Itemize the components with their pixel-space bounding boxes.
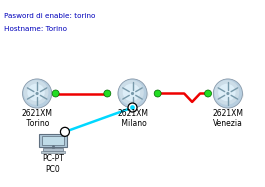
Ellipse shape: [24, 88, 53, 102]
Circle shape: [128, 103, 137, 112]
Circle shape: [205, 90, 211, 97]
Circle shape: [131, 92, 134, 95]
Text: PC-PT
PC0: PC-PT PC0: [42, 154, 64, 174]
Ellipse shape: [24, 80, 48, 105]
Ellipse shape: [215, 88, 244, 102]
Circle shape: [104, 90, 111, 97]
Circle shape: [130, 105, 135, 110]
Text: 2621XM
 Torino: 2621XM Torino: [22, 109, 52, 128]
Circle shape: [52, 90, 59, 97]
Circle shape: [226, 92, 229, 95]
Ellipse shape: [119, 80, 144, 105]
FancyBboxPatch shape: [41, 151, 65, 153]
Ellipse shape: [118, 79, 147, 108]
FancyBboxPatch shape: [43, 148, 63, 151]
Ellipse shape: [218, 84, 236, 101]
Circle shape: [154, 90, 161, 97]
Text: Hostname: Torino: Hostname: Torino: [4, 26, 67, 32]
Circle shape: [60, 127, 69, 136]
Ellipse shape: [120, 88, 149, 102]
Text: 2621XM
Venezia: 2621XM Venezia: [213, 109, 243, 128]
FancyBboxPatch shape: [42, 136, 64, 145]
Ellipse shape: [213, 79, 242, 108]
FancyBboxPatch shape: [39, 134, 67, 147]
Ellipse shape: [123, 84, 140, 101]
Ellipse shape: [214, 80, 239, 105]
Circle shape: [36, 92, 39, 95]
Ellipse shape: [23, 79, 52, 108]
Text: Pasword di enable: torino: Pasword di enable: torino: [4, 13, 95, 19]
Ellipse shape: [27, 84, 45, 101]
Text: 2621XM
 Milano: 2621XM Milano: [117, 109, 148, 128]
